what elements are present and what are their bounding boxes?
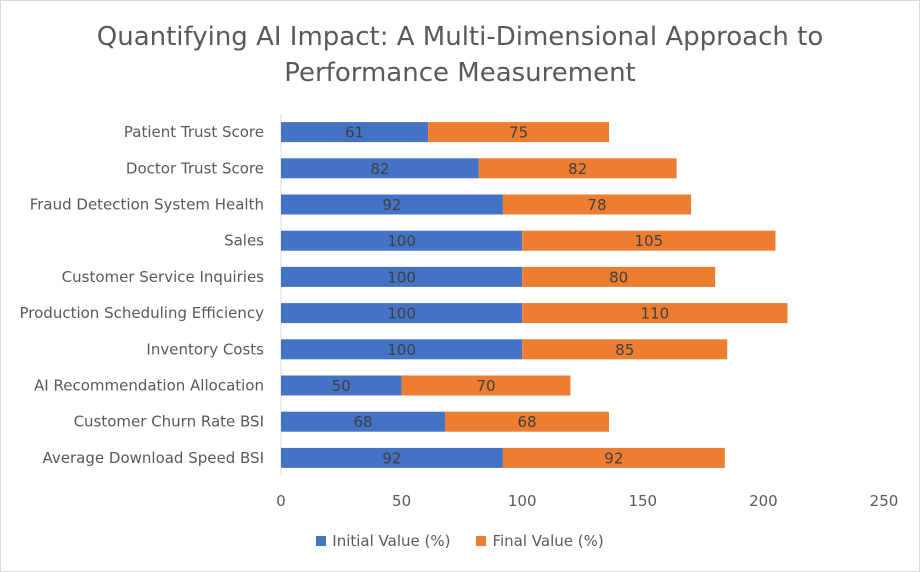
x-tick-label: 0: [276, 492, 286, 510]
legend-swatch-final: [476, 536, 487, 546]
category-label: Average Download Speed BSI: [43, 449, 264, 467]
x-tick-label: 50: [392, 492, 411, 510]
bar-final: [502, 194, 692, 215]
category-label: Customer Service Inquiries: [62, 268, 265, 286]
bar-final: [401, 375, 571, 396]
data-label-final: 80: [609, 268, 628, 286]
data-label-initial: 100: [387, 232, 416, 250]
bar-final: [445, 411, 610, 432]
data-label-initial: 100: [387, 268, 416, 286]
data-label-final: 68: [517, 413, 536, 431]
bar-initial: [281, 266, 523, 287]
bar-initial: [281, 339, 523, 360]
category-label: Production Scheduling Efficiency: [20, 304, 265, 322]
data-label-initial: 82: [370, 160, 389, 178]
bar-final: [522, 266, 716, 287]
bar-initial: [281, 158, 479, 179]
bar-final: [522, 230, 776, 251]
bar-initial: [281, 122, 429, 143]
data-label-initial: 50: [332, 377, 351, 395]
legend-swatch-initial: [316, 536, 327, 546]
data-label-final: 105: [635, 232, 664, 250]
bar-final: [522, 339, 728, 360]
category-label: Sales: [224, 232, 264, 250]
chart-title-line-1: Quantifying AI Impact: A Multi-Dimension…: [96, 22, 824, 52]
legend-item-initial: Initial Value (%): [316, 532, 450, 550]
x-tick-label: 150: [628, 492, 657, 510]
bar-initial: [281, 411, 446, 432]
data-label-initial: 68: [353, 413, 372, 431]
bar-final: [478, 158, 677, 179]
data-label-final: 82: [568, 160, 587, 178]
category-label: Customer Churn Rate BSI: [74, 413, 264, 431]
data-label-final: 92: [604, 449, 623, 467]
legend-label-initial: Initial Value (%): [332, 532, 451, 550]
chart-title-line-2: Performance Measurement: [284, 58, 636, 88]
bar-final: [502, 447, 725, 468]
bar-initial: [281, 194, 503, 215]
category-label: Doctor Trust Score: [126, 159, 264, 177]
category-label: Patient Trust Score: [124, 123, 264, 141]
bar-initial: [281, 303, 523, 324]
data-label-initial: 61: [345, 124, 364, 142]
data-label-initial: 92: [382, 449, 401, 467]
x-tick-label: 100: [508, 492, 537, 510]
data-label-final: 70: [476, 377, 495, 395]
data-label-initial: 92: [382, 196, 401, 214]
data-label-final: 75: [509, 124, 528, 142]
legend-label-final: Final Value (%): [492, 532, 604, 550]
data-label-initial: 100: [387, 341, 416, 359]
data-label-final: 110: [641, 305, 670, 323]
bar-final: [522, 303, 788, 324]
bar-initial: [281, 375, 402, 396]
category-label: Inventory Costs: [146, 340, 264, 358]
x-tick-label: 250: [870, 492, 899, 510]
data-label-final: 85: [615, 341, 634, 359]
category-label: AI Recommendation Allocation: [34, 377, 264, 395]
bar-initial: [281, 447, 503, 468]
bar-initial: [281, 230, 523, 251]
chart-title: Quantifying AI Impact: A Multi-Dimension…: [1, 19, 919, 91]
data-label-initial: 100: [387, 305, 416, 323]
legend-item-final: Final Value (%): [476, 532, 604, 550]
legend: Initial Value (%) Final Value (%): [1, 532, 919, 550]
bar-final: [428, 122, 610, 143]
x-tick-label: 200: [749, 492, 778, 510]
data-label-final: 78: [587, 196, 606, 214]
category-label: Fraud Detection System Health: [30, 196, 264, 214]
